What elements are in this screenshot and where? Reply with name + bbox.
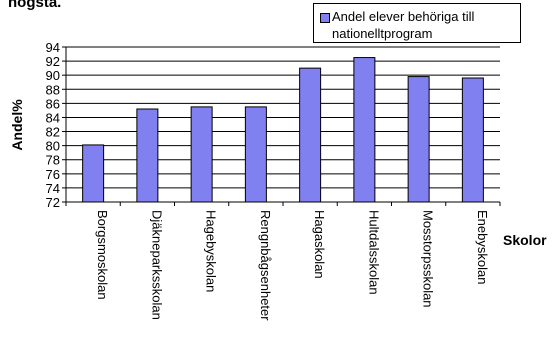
bar (82, 144, 105, 203)
x-tick-label: Hagebyskolan (204, 210, 219, 292)
y-tick-label: 88 (46, 82, 60, 97)
chart-title-fragment: högsta. (8, 0, 62, 11)
bar (407, 76, 430, 203)
bar (353, 57, 376, 203)
bar (136, 108, 159, 203)
bar (461, 77, 484, 203)
y-tick-label: 90 (46, 68, 60, 83)
x-tick-label: Mosstorpsskolan (421, 210, 436, 308)
x-tick-label: Enebyskolan (475, 210, 490, 284)
bar (190, 106, 213, 203)
legend-label: Andel elever behöriga till nationelltpro… (332, 9, 475, 41)
x-tick-label: Djäkneparksskolan (149, 210, 164, 320)
x-tick-label: Hagaskolan (312, 210, 327, 279)
legend: Andel elever behöriga till nationelltpro… (313, 3, 521, 43)
y-tick-label: 94 (46, 40, 60, 55)
x-tick-label: Hultdalsskolan (366, 210, 381, 295)
y-tick-label: 76 (46, 167, 60, 182)
x-axis-label: Skolor (503, 232, 547, 248)
bar (299, 67, 322, 203)
x-tick-label: Borgsmoskolan (95, 210, 110, 300)
y-tick-label: 84 (46, 110, 60, 125)
y-tick-label: 72 (46, 195, 60, 210)
y-axis-label: Andel% (9, 99, 25, 151)
y-tick-label: 86 (46, 96, 60, 111)
y-tick-label: 92 (46, 54, 60, 69)
x-tick-label: Rengnbågsenheter (258, 210, 273, 321)
bar (244, 106, 267, 203)
y-tick-label: 74 (46, 181, 60, 196)
y-tick-label: 80 (46, 139, 60, 154)
y-tick-label: 82 (46, 125, 60, 140)
legend-swatch (320, 13, 330, 23)
y-tick-label: 78 (46, 153, 60, 168)
